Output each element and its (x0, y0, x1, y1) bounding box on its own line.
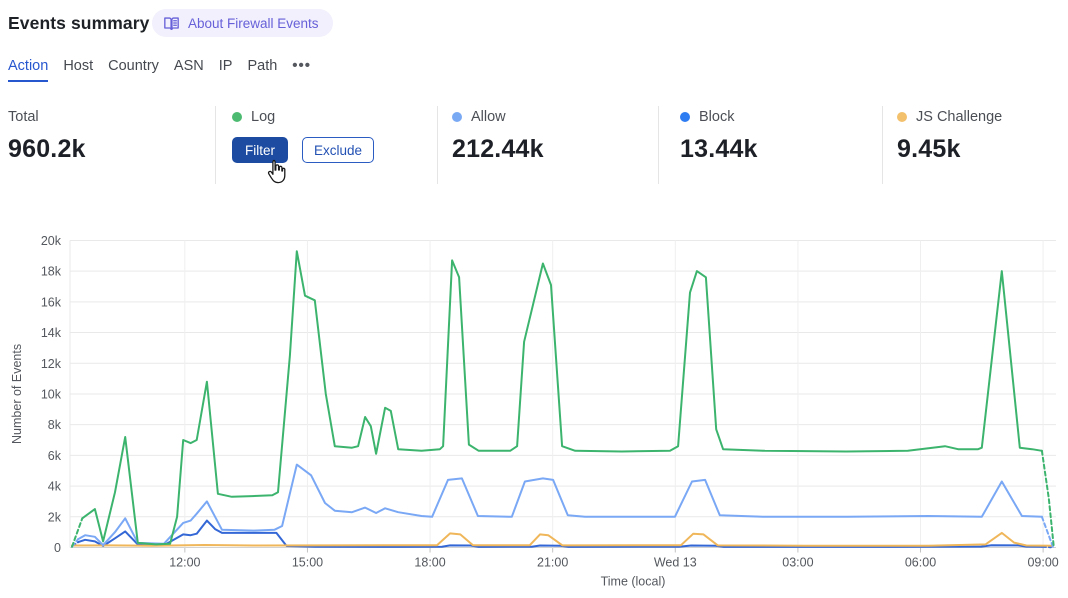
svg-text:18:00: 18:00 (414, 556, 445, 570)
stat-allow: Allow 212.44k (452, 108, 544, 164)
tab-asn[interactable]: ASN (173, 58, 204, 74)
svg-text:2k: 2k (48, 510, 62, 524)
tab-action[interactable]: Action (8, 58, 49, 82)
svg-text:Time (local): Time (local) (601, 575, 666, 589)
divider (882, 106, 883, 184)
stat-label-allow: Allow (471, 109, 506, 125)
svg-text:15:00: 15:00 (292, 556, 323, 570)
stat-value-total: 960.2k (8, 135, 86, 163)
svg-text:6k: 6k (48, 449, 62, 463)
stat-value-js-challenge: 9.45k (897, 135, 961, 163)
stat-log: Log Filter Exclude (232, 108, 375, 163)
about-firewall-events-badge[interactable]: About Firewall Events (152, 9, 333, 37)
svg-text:Wed 13: Wed 13 (654, 556, 697, 570)
svg-text:21:00: 21:00 (537, 556, 568, 570)
svg-text:18k: 18k (41, 265, 62, 279)
hand-cursor-icon (264, 159, 288, 190)
stat-js-challenge: JS Challenge 9.45k (897, 108, 1002, 164)
tab-path[interactable]: Path (247, 58, 278, 74)
stat-label-js-challenge: JS Challenge (916, 109, 1003, 125)
stat-label-block: Block (699, 109, 735, 125)
svg-text:10k: 10k (41, 387, 62, 401)
svg-text:20k: 20k (41, 234, 62, 248)
svg-text:4k: 4k (48, 480, 62, 494)
allow-series-dot (452, 112, 462, 122)
exclude-button[interactable]: Exclude (302, 137, 375, 163)
divider (437, 106, 438, 184)
page-title: Events summary (8, 13, 150, 33)
block-series-dot (680, 112, 690, 122)
events-chart[interactable]: 0 2k 4k 6k 8k 10k 12k 14k 16k 18k 20k 12:00 15:00 18:… (0, 228, 1068, 598)
js-challenge-series-dot (897, 112, 907, 122)
svg-text:8k: 8k (48, 418, 62, 432)
stat-value-block: 13.44k (680, 135, 758, 163)
tab-host[interactable]: Host (63, 58, 94, 74)
stat-value-allow: 212.44k (452, 135, 544, 163)
tab-ip[interactable]: IP (218, 58, 233, 74)
svg-text:16k: 16k (41, 295, 62, 309)
log-series-dot (232, 112, 242, 122)
stat-total: Total 960.2k (8, 108, 86, 164)
svg-text:06:00: 06:00 (905, 556, 936, 570)
tab-country[interactable]: Country (108, 58, 159, 74)
divider (215, 106, 216, 184)
divider (658, 106, 659, 184)
svg-text:09:00: 09:00 (1027, 556, 1058, 570)
svg-text:0: 0 (54, 541, 61, 555)
svg-text:Number of Events: Number of Events (10, 344, 24, 444)
dimension-tabs: Action Host Country ASN IP Path ••• (8, 57, 311, 82)
svg-text:14k: 14k (41, 326, 62, 340)
svg-text:12:00: 12:00 (169, 556, 200, 570)
stat-label-total: Total (8, 109, 39, 125)
svg-text:03:00: 03:00 (782, 556, 813, 570)
svg-text:12k: 12k (41, 357, 62, 371)
more-tabs-button[interactable]: ••• (292, 57, 312, 74)
badge-label: About Firewall Events (188, 15, 319, 31)
book-icon (163, 16, 180, 31)
filter-button[interactable]: Filter (232, 137, 288, 163)
stat-block: Block 13.44k (680, 108, 758, 164)
stat-label-log: Log (251, 109, 276, 125)
